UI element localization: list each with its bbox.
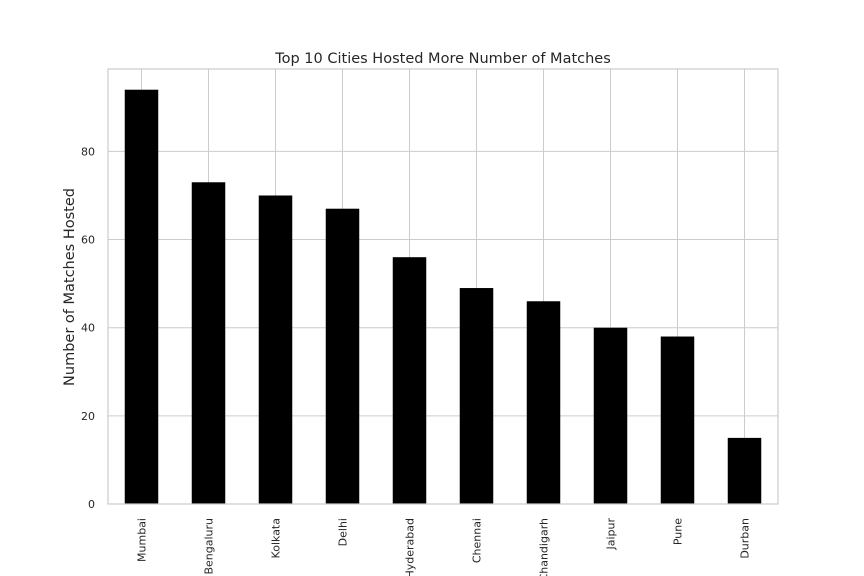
x-tick-labels: Mumbai Bengaluru Kolkata Delhi Hyderabad Chen… (136, 518, 752, 576)
bar-jaipur (593, 327, 628, 504)
bar-kolkata (258, 195, 293, 504)
x-tick-label: Hyderabad (404, 518, 417, 576)
x-tick-label: Chennai (471, 518, 484, 563)
y-tick-label: 60 (81, 234, 95, 247)
x-tick-label: Durban (739, 518, 752, 559)
y-axis-label: Number of Matches Hosted (62, 188, 78, 386)
x-tick-label: Jaipur (605, 518, 618, 551)
bar-chandigarh (526, 301, 561, 504)
plot-frame (107, 68, 779, 505)
y-tick-labels: 0 20 40 60 80 (81, 145, 95, 511)
bar-hyderabad (392, 257, 427, 504)
bar-bengaluru (191, 182, 226, 505)
bar-pune (660, 336, 695, 504)
bars (124, 89, 762, 505)
bar-mumbai (124, 89, 159, 504)
x-tick-label: Kolkata (270, 518, 283, 558)
bar-durban (727, 437, 762, 504)
x-tick-label: Chandigarh (538, 518, 551, 576)
chart-title: Top 10 Cities Hosted More Number of Matc… (274, 51, 611, 67)
bar-chennai (459, 288, 494, 504)
x-tick-label: Delhi (337, 518, 350, 546)
y-tick-label: 80 (81, 145, 95, 158)
bar-delhi (325, 208, 360, 504)
y-tick-label: 40 (81, 322, 95, 335)
x-tick-label: Bengaluru (203, 518, 216, 575)
x-tick-label: Mumbai (136, 518, 149, 562)
x-tick-label: Pune (672, 518, 685, 545)
y-tick-label: 20 (81, 410, 95, 423)
y-tick-label: 0 (88, 498, 95, 511)
